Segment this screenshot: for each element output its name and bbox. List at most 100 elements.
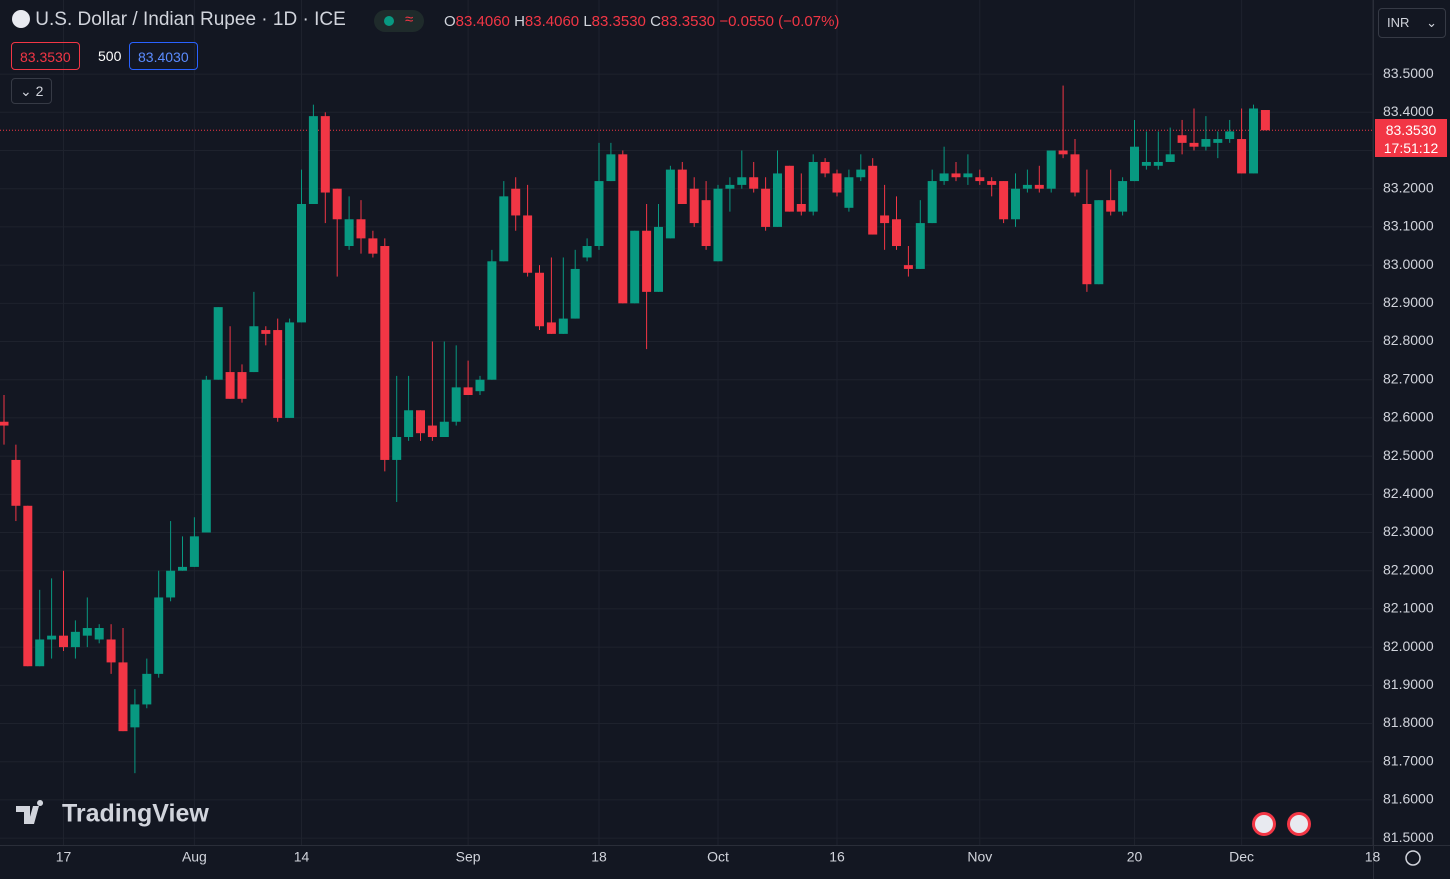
candle <box>773 150 782 227</box>
ohlc-value: 83.3530 <box>660 13 716 30</box>
symbol-header: U.S. Dollar / Indian Rupee · 1D · ICE <box>12 9 346 31</box>
symbol-title[interactable]: U.S. Dollar / Indian Rupee · 1D · ICE <box>35 9 346 30</box>
candle-body <box>106 639 116 663</box>
candle <box>11 444 21 522</box>
candle <box>463 360 473 395</box>
candle-body <box>987 181 997 185</box>
x-tick-label: Dec <box>1229 849 1254 865</box>
candle-body <box>1058 150 1068 155</box>
candle <box>594 142 604 250</box>
candle <box>677 161 687 204</box>
settings[interactable] <box>1405 850 1421 866</box>
candle-body <box>237 372 247 399</box>
candle-body <box>737 177 747 185</box>
price-tag-countdown: 17:51:12 <box>1383 140 1439 156</box>
candle <box>320 112 330 224</box>
candle-body <box>784 165 794 212</box>
axes: 81.5000 81.6000 81.7000 81.8000 81.9000 82.00… <box>56 65 1434 865</box>
candle-body <box>713 188 723 262</box>
candle-body <box>380 246 390 460</box>
candle <box>999 181 1009 224</box>
symbol-icon <box>12 10 30 28</box>
indicators-toggle[interactable]: ⌄ 2 <box>11 78 53 104</box>
y-tick-label: 83.0000 <box>1383 256 1434 272</box>
candle-body <box>261 330 271 334</box>
candle-body <box>665 169 675 239</box>
ohlc-value: 83.4060 <box>455 13 510 30</box>
candle <box>808 154 818 216</box>
ohlc-change: −0.0550 (−0.07%) <box>719 13 840 30</box>
candle-body <box>439 421 449 438</box>
candle-body <box>856 169 866 178</box>
candle-body <box>630 230 640 304</box>
candle <box>249 291 259 373</box>
candle <box>796 173 806 216</box>
candle-body <box>546 322 556 334</box>
settings-icon[interactable] <box>1405 850 1421 866</box>
candle-body <box>82 628 92 636</box>
candle <box>856 154 866 182</box>
candle <box>154 570 164 678</box>
candle-body <box>618 154 628 304</box>
currency-select[interactable]: INR ⌄ <box>1378 8 1446 38</box>
candle-body <box>356 219 366 239</box>
candle <box>915 200 925 269</box>
candle <box>927 169 937 224</box>
candle-body <box>416 410 425 434</box>
status-pill[interactable]: ≈ <box>374 10 424 32</box>
candle-body <box>166 570 176 598</box>
candle <box>1189 108 1199 151</box>
candle <box>1094 200 1104 285</box>
candle <box>416 410 425 441</box>
candle-body <box>1082 203 1092 285</box>
x-tick-label: 20 <box>1127 849 1143 865</box>
candle <box>475 375 485 395</box>
y-tick-label: 82.0000 <box>1383 638 1434 654</box>
candle <box>523 184 533 277</box>
candle <box>987 177 997 197</box>
candle-body <box>796 203 806 212</box>
candle-body <box>285 322 295 418</box>
candle <box>630 230 640 304</box>
candle-body <box>820 161 830 174</box>
candle <box>582 238 592 262</box>
candle-body <box>94 628 104 640</box>
bid-box[interactable]: 83.3530 <box>11 42 80 70</box>
candle <box>820 158 830 178</box>
candle-body <box>47 635 57 640</box>
candle <box>35 589 45 667</box>
ask-box[interactable]: 83.4030 <box>129 42 198 70</box>
x-tick-label: Aug <box>182 849 207 865</box>
candle-body <box>1165 154 1175 162</box>
grid <box>0 0 1373 845</box>
candle-body <box>535 272 544 327</box>
candle <box>737 150 747 189</box>
candle <box>844 169 854 212</box>
candle <box>618 150 628 304</box>
candle <box>761 177 771 231</box>
candle <box>570 249 580 319</box>
ohlc-legend: O83.4060 H83.4060 L83.3530 C83.3530 −0.0… <box>444 13 839 30</box>
logo: TradingView <box>16 800 209 828</box>
price-tag: 83.3530 17:51:12 <box>1375 119 1447 157</box>
candle-body <box>570 268 580 319</box>
candle-body <box>320 116 330 193</box>
candle <box>356 200 366 254</box>
candle-body <box>118 662 128 732</box>
candle <box>535 265 544 331</box>
candle-body <box>178 566 187 571</box>
candle <box>1249 104 1258 174</box>
candle-body <box>249 326 259 373</box>
ohlc-key: C <box>650 13 661 30</box>
candle <box>1165 127 1175 162</box>
flag <box>1290 815 1308 833</box>
candle-body <box>70 631 80 648</box>
indicator-count: 2 <box>35 83 44 99</box>
candle-body <box>11 459 21 506</box>
candle <box>237 364 247 403</box>
candle <box>654 203 663 292</box>
candle-body <box>332 188 342 220</box>
candle-body <box>582 246 592 258</box>
candle <box>951 161 961 182</box>
